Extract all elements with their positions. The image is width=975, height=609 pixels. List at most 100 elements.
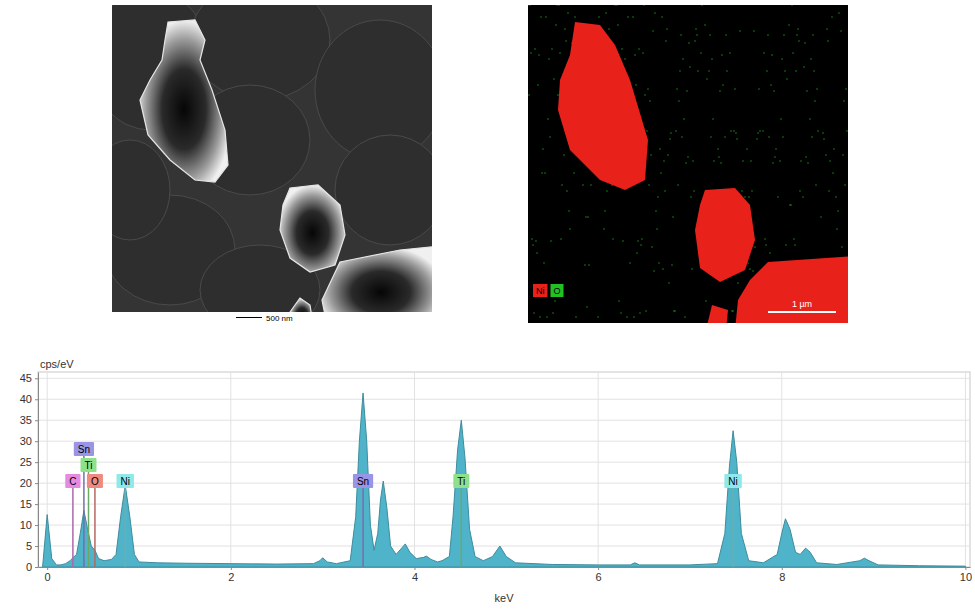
speckle — [711, 58, 713, 60]
speckle — [788, 24, 790, 26]
x-axis-line — [39, 567, 971, 568]
grid — [38, 372, 970, 567]
element-line — [124, 488, 126, 567]
element-label: Ti — [81, 458, 97, 472]
speckle — [833, 148, 835, 150]
speckle — [805, 156, 807, 158]
figure: 500 nmNiO1 µmCONiTiSnSnTiNi0510152025303… — [0, 0, 975, 609]
speckle — [726, 70, 728, 72]
element-label-box — [81, 458, 97, 472]
speckle — [785, 244, 787, 246]
speckle — [820, 216, 822, 218]
speckle — [617, 24, 619, 26]
speckle — [661, 16, 663, 18]
speckle — [813, 70, 815, 72]
speckle — [685, 162, 687, 164]
speckle — [751, 190, 753, 192]
speckle — [781, 58, 783, 60]
speckle — [763, 52, 765, 54]
speckle — [678, 100, 680, 102]
speckle — [809, 118, 811, 120]
element-line — [732, 488, 734, 567]
speckle — [534, 48, 536, 50]
x-axis: 0246810 — [39, 567, 973, 583]
speckle — [773, 90, 775, 92]
grid-line — [38, 378, 970, 379]
speckle — [687, 156, 689, 158]
speckle — [765, 244, 767, 246]
speckle — [586, 306, 588, 308]
scale-bar — [768, 311, 836, 313]
speckle — [825, 154, 827, 156]
speckle — [706, 78, 708, 80]
speckle — [795, 70, 797, 72]
speckle — [672, 216, 674, 218]
speckle — [832, 172, 834, 174]
element-label-box — [453, 474, 469, 488]
speckle — [669, 138, 671, 140]
speckle — [531, 238, 533, 240]
speckle — [829, 160, 831, 162]
speckle — [774, 156, 776, 158]
element-label: Sn — [74, 442, 94, 456]
speckle — [660, 172, 662, 174]
speckle — [766, 70, 768, 72]
element-label: Ni — [724, 474, 741, 488]
speckle — [731, 310, 733, 312]
speckle — [789, 204, 791, 206]
element-labels: CONiTiSnSnTiNi — [65, 442, 742, 488]
scale-bar-strip — [112, 312, 432, 323]
element-line — [94, 488, 96, 567]
speckle — [557, 94, 559, 96]
element-label: C — [65, 474, 80, 488]
y-tick: 45 — [20, 372, 38, 384]
element-line — [72, 488, 74, 567]
y-tick-label: 20 — [20, 477, 32, 489]
element-label-text: Ti — [85, 460, 93, 471]
speckle — [677, 184, 679, 186]
element-label-box — [87, 474, 103, 488]
speckle — [718, 156, 720, 158]
scale-bar — [236, 317, 262, 318]
speckle — [735, 132, 737, 134]
speckle — [692, 160, 694, 162]
speckle — [708, 70, 710, 72]
speckle — [567, 12, 569, 14]
speckle — [552, 312, 554, 314]
speckle — [604, 210, 606, 212]
speckle — [566, 190, 568, 192]
speckle — [528, 94, 530, 96]
speckle — [768, 136, 770, 138]
speckle — [646, 130, 648, 132]
speckle — [721, 54, 723, 56]
support-film-cell — [112, 140, 170, 240]
speckle — [540, 16, 542, 18]
speckle — [800, 160, 802, 162]
y-tick-label: 0 — [26, 561, 32, 573]
speckle — [686, 90, 688, 92]
y-tick: 20 — [20, 477, 38, 489]
grid-line — [38, 420, 970, 421]
speckle — [792, 52, 794, 54]
speckle — [668, 282, 670, 284]
grid-line — [38, 399, 970, 400]
speckle — [732, 310, 734, 312]
speckle — [730, 130, 732, 132]
speckle — [612, 238, 614, 240]
speckle — [679, 70, 681, 72]
speckle — [680, 34, 682, 36]
speckle — [548, 58, 550, 60]
x-tick-mark — [782, 567, 783, 570]
speckle — [543, 262, 545, 264]
x-tick-mark — [231, 567, 232, 570]
speckle — [590, 184, 592, 186]
speckle — [790, 204, 792, 206]
speckle — [663, 160, 665, 162]
grid-line — [38, 546, 970, 547]
speckle — [704, 24, 706, 26]
y-tick-mark — [35, 378, 38, 379]
speckle — [769, 252, 771, 254]
legend-label: O — [554, 286, 561, 296]
speckle — [779, 160, 781, 162]
speckle — [539, 316, 541, 318]
